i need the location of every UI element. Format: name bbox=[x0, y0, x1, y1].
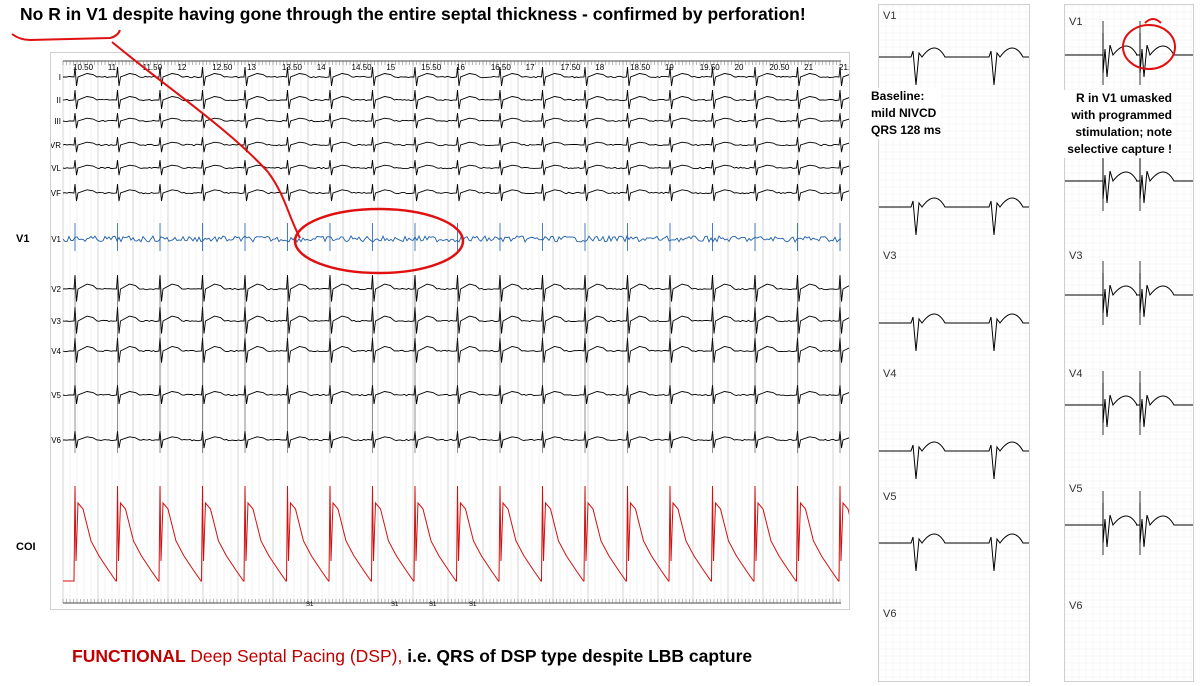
baseline-annotation-line1: Baseline: bbox=[871, 89, 925, 103]
time-tick-label: 18.50 bbox=[630, 63, 651, 72]
baseline-annotation: Baseline: mild NIVCD QRS 128 ms bbox=[871, 88, 942, 139]
lead-trace bbox=[63, 66, 863, 87]
lead-trace bbox=[879, 441, 1029, 480]
lead-label: V5 bbox=[1069, 483, 1082, 495]
lead-trace bbox=[879, 197, 1029, 236]
lead-trace bbox=[62, 112, 863, 129]
lead-trace bbox=[1065, 503, 1193, 548]
lead-trace bbox=[879, 47, 1029, 86]
stimulation-annotation: R in V1 umasked with programmed stimulat… bbox=[1046, 90, 1172, 158]
time-tick-label: 10.50 bbox=[73, 63, 94, 72]
stim-annotation-line3: stimulation; note bbox=[1075, 125, 1172, 139]
lead-label: V5 bbox=[51, 391, 61, 400]
lead-label: V4 bbox=[883, 368, 896, 380]
lead-label: V1 bbox=[51, 235, 61, 244]
stim-marker: S1 bbox=[391, 602, 399, 608]
lead-trace bbox=[62, 89, 863, 110]
lead-trace bbox=[879, 533, 1029, 572]
time-tick-label: 11 bbox=[108, 63, 117, 72]
lead-trace bbox=[62, 136, 863, 153]
lead-label: V6 bbox=[883, 608, 896, 620]
lead-label: V1 bbox=[1069, 16, 1082, 28]
main-ecg-panel: 10.50 11 11.50 12 12.50 13 13.50 14 14.50 15 15.50… bbox=[45, 52, 882, 610]
time-tick-label: 11.50 bbox=[143, 63, 163, 72]
time-tick-label: 21 bbox=[804, 63, 813, 72]
pointer-line bbox=[111, 41, 301, 239]
lead-label: II bbox=[57, 96, 61, 105]
time-tick-label: 16 bbox=[456, 63, 465, 72]
lead-trace bbox=[1065, 33, 1193, 78]
stim-marker: S1 bbox=[469, 602, 477, 608]
lead-trace bbox=[62, 183, 863, 202]
lead-trace bbox=[62, 274, 863, 302]
caption-rest: i.e. QRS of DSP type despite LBB capture bbox=[407, 646, 753, 666]
lead-label: I bbox=[59, 73, 61, 82]
lead-label: V4 bbox=[1069, 368, 1082, 380]
lead-label: V5 bbox=[883, 491, 896, 503]
time-tick-label: 20.50 bbox=[769, 63, 790, 72]
lead-label: V3 bbox=[1069, 250, 1082, 262]
coi-trace bbox=[63, 485, 882, 582]
r-wave-highlight-circle bbox=[1122, 24, 1176, 70]
v1-highlight-ellipse bbox=[293, 207, 465, 275]
time-tick-label: 15.50 bbox=[421, 63, 442, 72]
side-label-v1: V1 bbox=[16, 233, 30, 245]
stim-marker: S1 bbox=[306, 602, 314, 608]
main-ecg-svg: 10.50 11 11.50 12 12.50 13 13.50 14 14.50 15 15.50… bbox=[45, 60, 882, 608]
time-tick-label: 17.50 bbox=[560, 63, 581, 72]
lead-trace bbox=[879, 313, 1029, 352]
lead-label: aVF bbox=[51, 189, 61, 198]
time-tick-label: 20 bbox=[735, 63, 744, 72]
time-tick-label: 12.50 bbox=[212, 63, 233, 72]
caption-dsp: Deep Septal Pacing (DSP), bbox=[190, 646, 403, 666]
time-tick-label: 12 bbox=[177, 63, 186, 72]
lead-trace bbox=[1065, 273, 1193, 318]
lead-trace bbox=[1065, 159, 1193, 204]
lead-label: V2 bbox=[51, 285, 61, 294]
lead-label: V1 bbox=[883, 10, 896, 22]
title-underline-mark bbox=[11, 29, 121, 42]
stim-annotation-line2: with programmed bbox=[1071, 108, 1172, 122]
figure-caption: FUNCTIONAL Deep Septal Pacing (DSP), i.e… bbox=[72, 646, 752, 667]
lead-trace bbox=[62, 159, 863, 176]
lead-trace bbox=[1065, 383, 1193, 428]
time-tick-label: 19.50 bbox=[700, 63, 721, 72]
side-label-coi: COI bbox=[16, 541, 36, 553]
page-title: No R in V1 despite having gone through t… bbox=[20, 4, 806, 24]
lead-label: aVL bbox=[51, 164, 62, 173]
time-tick-label: 15 bbox=[386, 63, 395, 72]
stim-annotation-line1: R in V1 umasked bbox=[1075, 91, 1172, 105]
time-tick-label: 14 bbox=[317, 63, 326, 72]
caption-functional: FUNCTIONAL bbox=[72, 646, 186, 666]
lead-label: V6 bbox=[51, 436, 61, 445]
time-tick-label: 13 bbox=[247, 63, 256, 72]
time-tick-label: 18 bbox=[595, 63, 604, 72]
time-tick-label: 17 bbox=[526, 63, 535, 72]
lead-trace bbox=[62, 234, 842, 244]
baseline-annotation-line3: QRS 128 ms bbox=[871, 123, 942, 137]
time-tick-label: 13.50 bbox=[282, 63, 303, 72]
stim-marker: S1 bbox=[429, 602, 437, 608]
lead-label: V3 bbox=[51, 317, 61, 326]
lead-label: aVR bbox=[51, 141, 61, 150]
lead-label: III bbox=[54, 117, 61, 126]
time-tick-label: 16.50 bbox=[491, 63, 512, 72]
stim-annotation-line4: selective capture ! bbox=[1067, 142, 1172, 156]
lead-label: V4 bbox=[51, 347, 61, 356]
baseline-annotation-line2: mild NIVCD bbox=[871, 106, 937, 120]
lead-label: V3 bbox=[883, 250, 896, 262]
lead-label: V6 bbox=[1069, 600, 1082, 612]
time-tick-label: 14.50 bbox=[352, 63, 373, 72]
